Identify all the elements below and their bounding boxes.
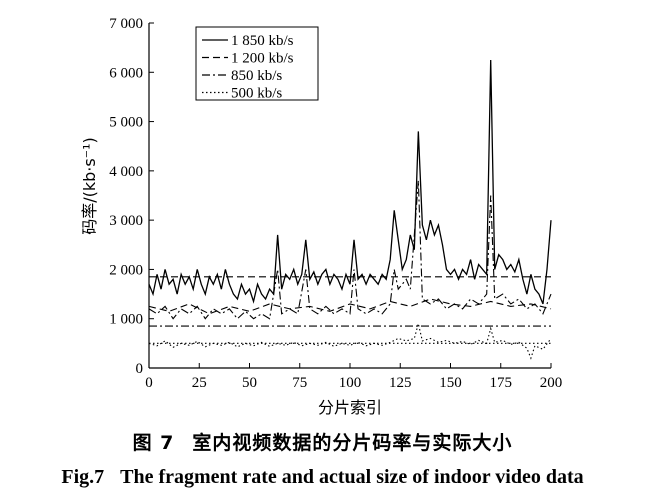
x-tick-label: 200	[540, 375, 563, 391]
y-axis-label: 码率/(kb·s⁻¹)	[80, 137, 99, 235]
plot-area	[148, 59, 552, 360]
y-tick-label: 4 000	[109, 164, 143, 180]
y-tick-label: 7 000	[109, 16, 143, 32]
x-tick-label: 150	[439, 375, 462, 391]
x-tick-label: 0	[145, 375, 153, 391]
y-tick-label: 0	[136, 361, 144, 377]
y-tick-label: 1 000	[109, 312, 143, 328]
y-tick-label: 5 000	[109, 115, 143, 131]
x-tick-label: 75	[292, 375, 307, 391]
x-axis-label: 分片索引	[318, 398, 382, 417]
x-tick-label: 125	[389, 375, 412, 391]
legend-label: 850 kb/s	[231, 68, 282, 84]
y-tick-label: 3 000	[109, 213, 143, 229]
x-tick-label: 100	[339, 375, 362, 391]
figure-caption-cn: 图 7 室内视频数据的分片码率与实际大小	[0, 428, 645, 455]
series-line-dash-dot	[148, 180, 552, 320]
legend-label: 500 kb/s	[231, 86, 282, 102]
figure-number-cn: 图 7	[132, 432, 175, 454]
series-line-solid	[148, 59, 552, 305]
y-tick-label: 2 000	[109, 262, 143, 278]
legend-label: 1 850 kb/s	[231, 33, 294, 49]
size-line-dashed	[148, 298, 552, 315]
x-tick-label: 25	[192, 375, 207, 391]
axes: 0 1 000 2 000 3 000 4 000 5 000 6 000 7 000 0 25 5…	[109, 16, 562, 391]
x-tick-label: 175	[490, 375, 513, 391]
figure-caption-en: Fig.7 The fragment rate and actual size o…	[0, 466, 645, 489]
y-tick-label: 6 000	[109, 65, 143, 81]
x-tick-label: 50	[242, 375, 257, 391]
legend-box	[195, 26, 319, 101]
figure-title-en: The fragment rate and actual size of ind…	[120, 466, 584, 488]
legend-label: 1 200 kb/s	[231, 51, 294, 67]
figure-title-cn: 室内视频数据的分片码率与实际大小	[192, 432, 513, 454]
chart: 0 1 000 2 000 3 000 4 000 5 000 6 000 7 000 0 25 5…	[80, 16, 562, 417]
figure-number-en: Fig.7	[61, 466, 105, 488]
series-line-dotted	[148, 323, 552, 360]
